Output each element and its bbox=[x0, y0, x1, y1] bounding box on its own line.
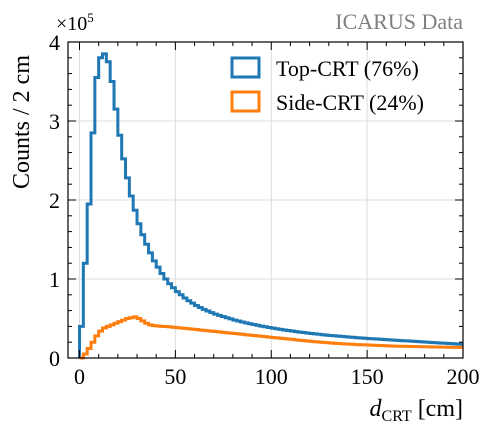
y-multiplier: ×105 bbox=[56, 10, 94, 35]
legend-label: Top-CRT (76%) bbox=[276, 56, 419, 81]
y-tick-label: 2 bbox=[49, 188, 60, 213]
watermark: ICARUS Data bbox=[335, 9, 463, 34]
x-tick-label: 150 bbox=[351, 364, 384, 389]
x-tick-label: 0 bbox=[74, 364, 85, 389]
y-tick-label: 3 bbox=[49, 109, 60, 134]
legend-item: Top-CRT (76%) bbox=[230, 56, 419, 81]
x-axis-label-unit: [cm] bbox=[412, 396, 463, 422]
x-axis-label-subscript: CRT bbox=[382, 408, 412, 425]
y-tick-label: 4 bbox=[49, 30, 60, 55]
y-tick-label: 0 bbox=[49, 346, 60, 371]
x-axis-label: dCRT [cm] bbox=[370, 396, 463, 425]
y-tick-label: 1 bbox=[49, 267, 60, 292]
series-layer bbox=[78, 52, 463, 360]
legend-label: Side-CRT (24%) bbox=[276, 90, 424, 115]
x-tick-label: 200 bbox=[447, 364, 480, 389]
x-tick-label: 50 bbox=[164, 364, 186, 389]
y-multiplier-base: ×10 bbox=[56, 13, 87, 35]
series-top-crt bbox=[78, 52, 463, 358]
tick-labels: 0 50 100 150 200 0 1 2 3 4 bbox=[49, 30, 480, 389]
legend-swatch bbox=[230, 90, 261, 113]
histogram-line bbox=[79, 315, 463, 360]
histogram-line bbox=[78, 52, 463, 358]
x-axis-label-main: d bbox=[370, 396, 383, 422]
series-side-crt bbox=[79, 315, 463, 360]
y-axis-label: Counts / 2 cm bbox=[9, 55, 35, 189]
x-tick-label: 100 bbox=[255, 364, 288, 389]
y-multiplier-exponent: 5 bbox=[87, 10, 94, 25]
legend-swatch bbox=[230, 56, 261, 79]
axis-ticks bbox=[68, 41, 464, 359]
legend-item: Side-CRT (24%) bbox=[230, 90, 424, 115]
legend: Top-CRT (76%) Side-CRT (24%) bbox=[230, 56, 424, 115]
